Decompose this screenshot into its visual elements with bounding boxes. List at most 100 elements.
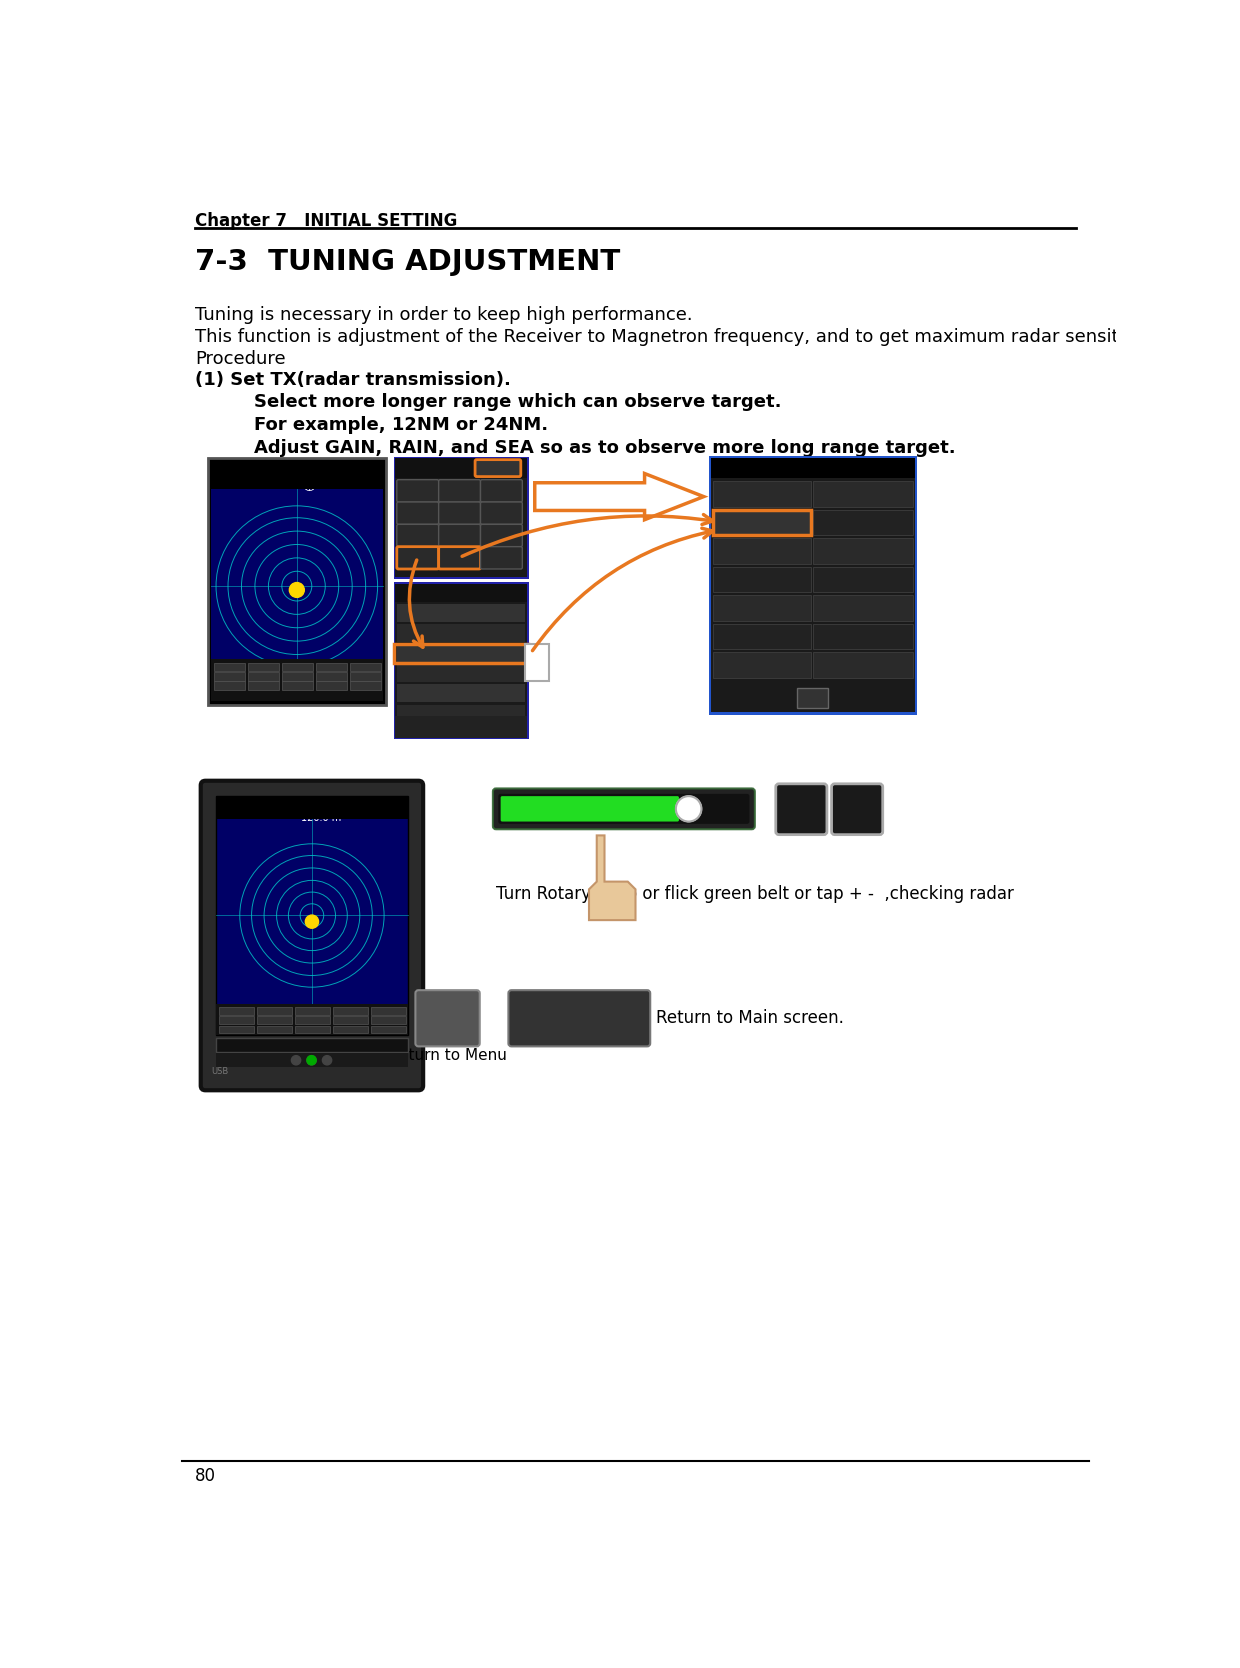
Bar — [813, 567, 913, 592]
Circle shape — [289, 582, 304, 597]
Text: 3: 3 — [497, 484, 506, 497]
Text: 330.0°: 330.0° — [249, 462, 310, 480]
Bar — [713, 567, 811, 592]
Text: COM Port Setting: COM Port Setting — [718, 572, 813, 582]
Text: Chapter 7   INITIAL SETTING: Chapter 7 INITIAL SETTING — [196, 212, 458, 230]
Bar — [397, 684, 526, 702]
FancyBboxPatch shape — [776, 784, 827, 834]
Bar — [216, 1004, 408, 1034]
FancyBboxPatch shape — [439, 480, 481, 502]
Text: 7: 7 — [414, 529, 422, 540]
Bar — [712, 459, 915, 712]
Text: Return to Main screen.: Return to Main screen. — [656, 1009, 844, 1027]
Text: E 136°38.8330': E 136°38.8330' — [293, 806, 357, 816]
Bar — [248, 662, 279, 672]
Text: Adjust GAIN, RAIN, and SEA so as to observe more long range target.: Adjust GAIN, RAIN, and SEA so as to obse… — [254, 439, 956, 457]
FancyBboxPatch shape — [201, 781, 423, 1091]
Bar — [215, 682, 246, 691]
Text: Antenna Height: Antenna Height — [401, 667, 482, 677]
Text: 2: 2 — [455, 484, 464, 497]
Bar — [258, 1016, 293, 1024]
FancyBboxPatch shape — [498, 794, 749, 824]
Text: ■ Basic Adjustment: ■ Basic Adjustment — [399, 587, 517, 600]
Text: Procedure: Procedure — [196, 350, 286, 367]
Text: N  35°14.5660': N 35°14.5660' — [304, 462, 377, 472]
Text: E 136°38.8330': E 136°38.8330' — [304, 472, 378, 482]
Bar — [248, 672, 279, 681]
Bar — [813, 480, 913, 507]
Bar — [334, 1026, 368, 1032]
Bar — [813, 595, 913, 620]
Bar — [813, 539, 913, 564]
Bar — [216, 796, 408, 819]
Circle shape — [291, 1056, 300, 1064]
Text: ↵: ↵ — [422, 721, 434, 736]
Bar — [258, 1007, 293, 1014]
Text: (1) Set TX(radar transmission).: (1) Set TX(radar transmission). — [196, 370, 511, 389]
Text: NM: NM — [234, 799, 248, 809]
Text: 0.0: 0.0 — [505, 607, 522, 617]
Bar — [813, 652, 913, 677]
Text: Tuning is necessary in order to keep high performance.: Tuning is necessary in order to keep hig… — [196, 307, 693, 324]
Text: +: + — [846, 796, 869, 824]
Bar — [334, 1016, 368, 1024]
Text: RADAR Trails: RADAR Trails — [718, 515, 789, 525]
Circle shape — [676, 796, 702, 822]
Text: Noise Level: Noise Level — [401, 687, 460, 697]
Text: For example, 12NM or 24NM.: For example, 12NM or 24NM. — [254, 415, 548, 434]
Bar — [371, 1007, 407, 1014]
FancyBboxPatch shape — [475, 460, 521, 477]
FancyBboxPatch shape — [439, 547, 481, 569]
Text: Turn Rotary knob or flick green belt or tap + -  ,checking radar: Turn Rotary knob or flick green belt or … — [496, 886, 1014, 904]
Bar — [215, 662, 246, 672]
Text: ✕: ✕ — [487, 721, 500, 736]
Bar — [397, 604, 526, 622]
Text: 24: 24 — [219, 797, 239, 812]
Bar — [351, 672, 382, 681]
Text: 4: 4 — [414, 505, 422, 519]
Bar — [283, 672, 312, 681]
Bar — [713, 539, 811, 564]
Text: 80: 80 — [196, 1466, 216, 1485]
Bar — [216, 796, 408, 1034]
Bar — [713, 652, 811, 677]
Text: ENT: ENT — [449, 552, 471, 562]
Bar — [295, 1007, 330, 1014]
Text: Tune Adjustment: Tune Adjustment — [401, 647, 489, 657]
FancyBboxPatch shape — [832, 784, 883, 834]
Bar — [394, 582, 528, 739]
Bar — [219, 1026, 254, 1032]
Text: N  35°14.5660': N 35°14.5660' — [293, 797, 355, 807]
Text: 200: 200 — [502, 627, 522, 637]
Text: 4.0: 4.0 — [215, 475, 232, 485]
Bar — [316, 682, 347, 691]
Bar — [207, 459, 386, 704]
Bar — [396, 459, 527, 577]
Bar — [295, 1016, 330, 1024]
Text: 7-3  TUNING ADJUSTMENT: 7-3 TUNING ADJUSTMENT — [196, 249, 620, 275]
Text: USB: USB — [212, 1068, 229, 1076]
Text: −: − — [790, 796, 813, 824]
Bar — [397, 644, 526, 662]
FancyBboxPatch shape — [397, 480, 439, 502]
Bar — [215, 672, 246, 681]
Bar — [396, 716, 527, 737]
Circle shape — [308, 1056, 316, 1064]
Bar — [397, 704, 526, 722]
Text: Language: Language — [401, 707, 453, 717]
Text: Tune Adjustment     70: Tune Adjustment 70 — [221, 1041, 330, 1051]
Bar — [219, 1007, 254, 1014]
Bar — [258, 1026, 293, 1032]
Text: 4.0: 4.0 — [219, 809, 234, 819]
Bar — [283, 662, 312, 672]
FancyBboxPatch shape — [481, 547, 522, 569]
Text: ✕: ✕ — [563, 999, 595, 1037]
Circle shape — [308, 1056, 316, 1064]
Text: Range Adjustment: Range Adjustment — [401, 627, 497, 637]
FancyBboxPatch shape — [494, 789, 755, 829]
FancyBboxPatch shape — [713, 510, 811, 535]
Bar — [316, 672, 347, 681]
Text: Select more longer range which can observe target.: Select more longer range which can obser… — [254, 392, 781, 410]
Text: 9: 9 — [497, 529, 506, 540]
Bar — [334, 1007, 368, 1014]
